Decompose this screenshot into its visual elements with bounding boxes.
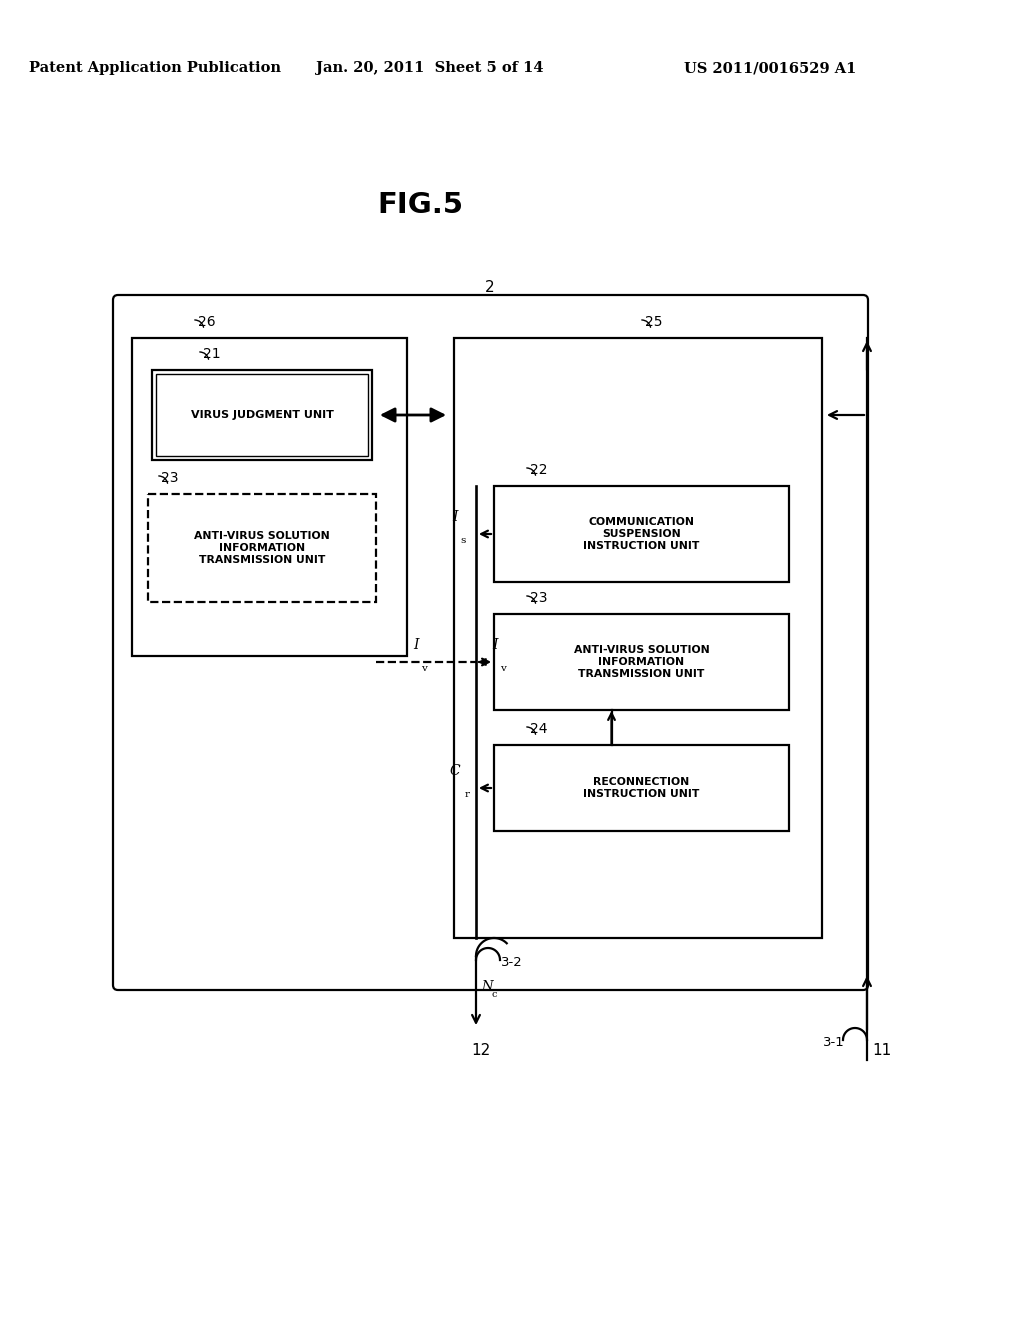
Text: 11: 11 (872, 1043, 891, 1059)
Text: Jan. 20, 2011  Sheet 5 of 14: Jan. 20, 2011 Sheet 5 of 14 (316, 61, 544, 75)
Text: N: N (481, 979, 493, 993)
Text: VIRUS JUDGMENT UNIT: VIRUS JUDGMENT UNIT (190, 411, 334, 420)
Bar (454, 338, 822, 939)
Text: s: s (461, 536, 466, 545)
Bar (152, 370, 372, 459)
Text: v: v (500, 664, 506, 673)
Text: c: c (490, 990, 497, 999)
Text: I: I (492, 638, 498, 652)
Bar (494, 614, 790, 710)
Text: v: v (421, 664, 427, 673)
Text: 26: 26 (199, 315, 216, 329)
Text: ANTI-VIRUS SOLUTION
INFORMATION
TRANSMISSION UNIT: ANTI-VIRUS SOLUTION INFORMATION TRANSMIS… (573, 645, 710, 678)
Text: 3-2: 3-2 (501, 956, 522, 969)
Bar (148, 494, 376, 602)
Text: 25: 25 (645, 315, 663, 329)
Bar (494, 744, 790, 832)
Bar (132, 338, 407, 656)
Text: ANTI-VIRUS SOLUTION
INFORMATION
TRANSMISSION UNIT: ANTI-VIRUS SOLUTION INFORMATION TRANSMIS… (195, 532, 330, 565)
Text: 24: 24 (530, 722, 548, 737)
Bar (494, 486, 790, 582)
Text: Patent Application Publication: Patent Application Publication (29, 61, 281, 75)
Text: RECONNECTION
INSTRUCTION UNIT: RECONNECTION INSTRUCTION UNIT (584, 777, 699, 799)
Text: I: I (453, 510, 458, 524)
Text: r: r (465, 789, 470, 799)
Text: 23: 23 (161, 471, 179, 484)
Text: 21: 21 (203, 347, 221, 360)
Text: FIG.5: FIG.5 (377, 191, 463, 219)
Text: 2: 2 (485, 280, 495, 294)
Text: COMMUNICATION
SUSPENSION
INSTRUCTION UNIT: COMMUNICATION SUSPENSION INSTRUCTION UNI… (584, 517, 699, 550)
Text: US 2011/0016529 A1: US 2011/0016529 A1 (684, 61, 856, 75)
Text: 23: 23 (530, 591, 548, 605)
Text: C: C (450, 764, 460, 777)
Bar (156, 374, 368, 455)
Text: I: I (414, 638, 419, 652)
Text: 12: 12 (471, 1043, 490, 1059)
Text: 3-1: 3-1 (823, 1036, 845, 1049)
Text: 22: 22 (530, 463, 548, 477)
